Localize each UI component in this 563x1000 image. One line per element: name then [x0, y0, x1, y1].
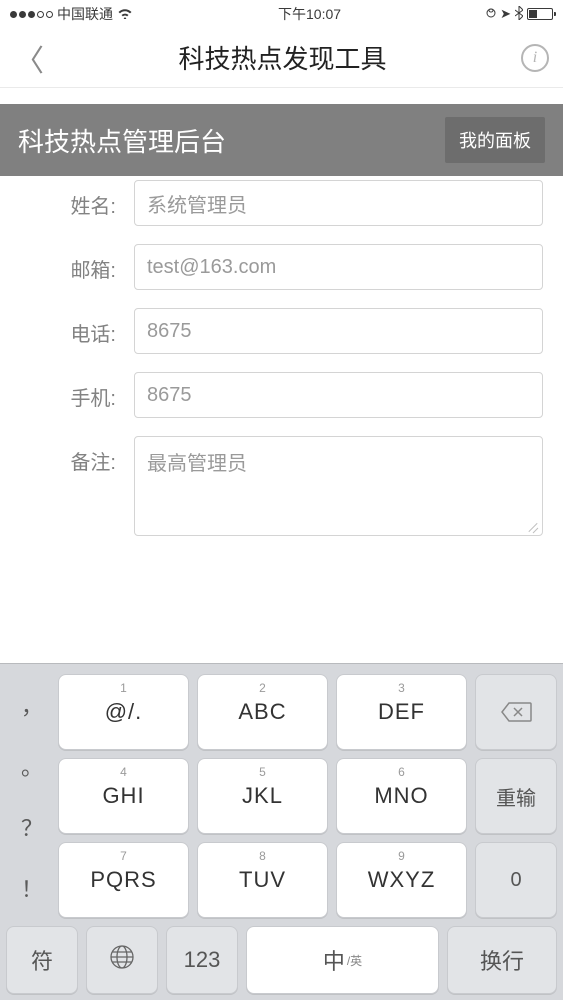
- kb-key-4[interactable]: 4GHI: [58, 758, 189, 834]
- kb-key-9[interactable]: 9WXYZ: [336, 842, 467, 918]
- lock-icon: [486, 6, 496, 22]
- kb-comma-key[interactable]: ，: [8, 678, 56, 731]
- nav-bar: 〈 科技热点发现工具 i: [0, 28, 563, 88]
- location-icon: ➤: [500, 6, 511, 22]
- input-name[interactable]: 系统管理员: [134, 180, 543, 226]
- carrier-label: 中国联通: [57, 4, 113, 24]
- wifi-icon: [117, 6, 133, 22]
- kb-period-key[interactable]: 。: [8, 739, 56, 792]
- form-row-remark: 备注: 最高管理员: [20, 436, 543, 536]
- form-row-email: 邮箱: test@163.com: [20, 244, 543, 290]
- input-email[interactable]: test@163.com: [134, 244, 543, 290]
- input-mobile[interactable]: 8675: [134, 372, 543, 418]
- info-button[interactable]: i: [521, 44, 549, 72]
- bluetooth-icon: [515, 6, 523, 23]
- kb-symbol-key[interactable]: 符: [6, 926, 78, 994]
- label-mobile: 手机:: [20, 372, 116, 411]
- kb-key-1[interactable]: 1@/.: [58, 674, 189, 750]
- kb-key-2[interactable]: 2ABC: [197, 674, 328, 750]
- keyboard: ， 。 ？ ！ 1@/. 2ABC 3DEF 4GHI 5JKL 6MNO 7P…: [0, 663, 563, 1000]
- label-name: 姓名:: [20, 180, 116, 219]
- backspace-icon: [500, 701, 532, 723]
- my-panel-button[interactable]: 我的面板: [445, 117, 545, 163]
- form-area: 姓名: 系统管理员 邮箱: test@163.com 电话: 8675 手机: …: [0, 176, 563, 536]
- resize-grip-icon[interactable]: [527, 520, 539, 532]
- kb-key-8[interactable]: 8TUV: [197, 842, 328, 918]
- status-left: 中国联通: [10, 4, 133, 24]
- kb-backspace-key[interactable]: [475, 674, 557, 750]
- signal-icon: [10, 11, 53, 18]
- kb-retype-key[interactable]: 重输: [475, 758, 557, 834]
- status-time: 下午10:07: [278, 4, 341, 24]
- kb-key-5[interactable]: 5JKL: [197, 758, 328, 834]
- label-remark: 备注:: [20, 436, 116, 475]
- kb-punct-column: ， 。 ？ ！: [6, 674, 58, 918]
- form-row-phone: 电话: 8675: [20, 308, 543, 354]
- input-phone[interactable]: 8675: [134, 308, 543, 354]
- page-title: 科技热点发现工具: [44, 39, 521, 76]
- admin-banner: 科技热点管理后台 我的面板: [0, 104, 563, 176]
- label-phone: 电话:: [20, 308, 116, 347]
- back-button[interactable]: 〈: [14, 36, 44, 80]
- banner-title: 科技热点管理后台: [18, 122, 226, 159]
- kb-globe-key[interactable]: [86, 926, 158, 994]
- status-right: ➤: [486, 6, 553, 23]
- kb-123-key[interactable]: 123: [166, 926, 238, 994]
- kb-key-3[interactable]: 3DEF: [336, 674, 467, 750]
- kb-question-key[interactable]: ？: [8, 800, 56, 853]
- kb-key-6[interactable]: 6MNO: [336, 758, 467, 834]
- kb-key-7[interactable]: 7PQRS: [58, 842, 189, 918]
- globe-icon: [108, 943, 136, 977]
- form-row-name: 姓名: 系统管理员: [20, 180, 543, 226]
- input-remark[interactable]: 最高管理员: [134, 436, 543, 536]
- kb-enter-key[interactable]: 换行: [447, 926, 557, 994]
- kb-space-key[interactable]: 中/英: [246, 926, 439, 994]
- form-row-mobile: 手机: 8675: [20, 372, 543, 418]
- status-bar: 中国联通 下午10:07 ➤: [0, 0, 563, 28]
- label-email: 邮箱:: [20, 244, 116, 283]
- kb-exclaim-key[interactable]: ！: [8, 861, 56, 914]
- battery-icon: [527, 8, 553, 20]
- kb-zero-key[interactable]: 0: [475, 842, 557, 918]
